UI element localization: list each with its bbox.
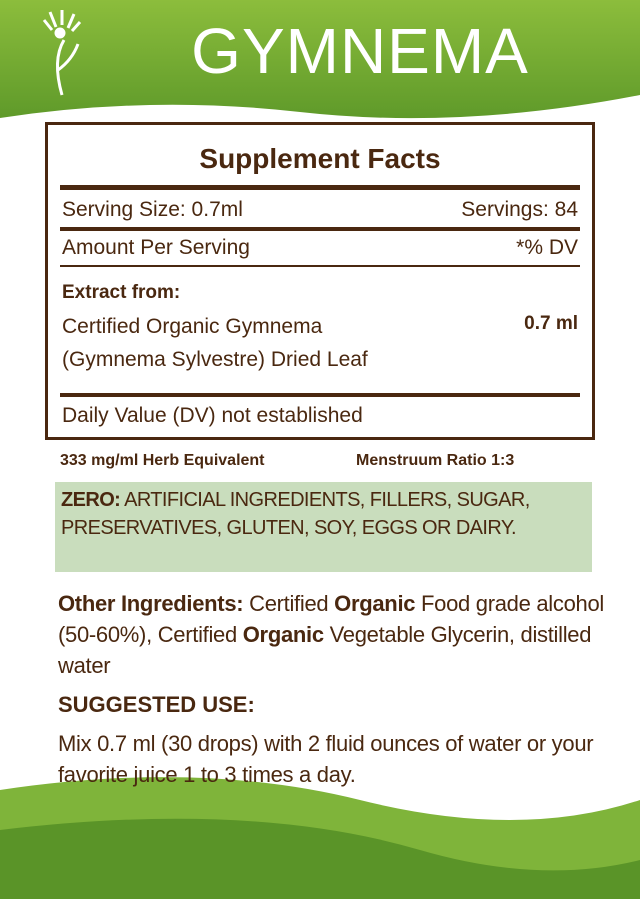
title: GYMNEMA <box>191 15 529 87</box>
other-text: Food grade alcohol (50-60%), Certified <box>58 591 604 647</box>
suggested-text: Mix 0.7 ml (30 drops) with 2 fluid ounce… <box>58 731 594 787</box>
amount: 0.7 ml <box>524 313 578 334</box>
other-ingredients: Other Ingredients: Certified Organic Foo… <box>58 588 618 681</box>
other-text-bold: Organic <box>334 591 416 616</box>
zero-block: ZERO: ARTIFICIAL INGREDIENTS, FILLERS, S… <box>55 482 592 572</box>
herb-equivalent: 333 mg/ml Herb Equivalent <box>60 452 265 469</box>
logo <box>42 10 82 96</box>
rule <box>60 265 580 267</box>
suggested-title: SUGGESTED USE: <box>58 692 255 717</box>
serving-size: Serving Size: 0.7ml <box>62 198 243 221</box>
extract-label: Extract from: <box>62 282 181 303</box>
facts-title: Supplement Facts <box>199 143 441 174</box>
other-text: Certified <box>249 591 335 616</box>
menstruum-ratio: Menstruum Ratio 1:3 <box>356 452 515 469</box>
header-band <box>0 0 640 119</box>
footer-wave <box>0 818 640 899</box>
other-label: Other Ingredients: <box>58 591 244 616</box>
dv-header: *% DV <box>516 236 578 259</box>
other-text: Vegetable Glycerin, distilled water <box>58 622 592 678</box>
amount-per-serving: Amount Per Serving <box>62 236 250 259</box>
rule <box>60 227 580 231</box>
servings: Servings: 84 <box>461 198 578 221</box>
other-text-bold: Organic <box>242 622 324 647</box>
footnote: Daily Value (DV) not established <box>62 404 363 427</box>
ingredient-line: (Gymnema Sylvestre) Dried Leaf <box>62 348 368 371</box>
zero-label: ZERO: <box>61 489 121 511</box>
zero-text: ARTIFICIAL INGREDIENTS, FILLERS, SUGAR, … <box>61 489 530 539</box>
ingredient-line: Certified Organic Gymnema <box>62 315 323 338</box>
supplement-facts: Supplement Facts Serving Size: 0.7ml Ser… <box>45 122 595 440</box>
rule <box>60 393 580 397</box>
rule <box>60 185 580 190</box>
